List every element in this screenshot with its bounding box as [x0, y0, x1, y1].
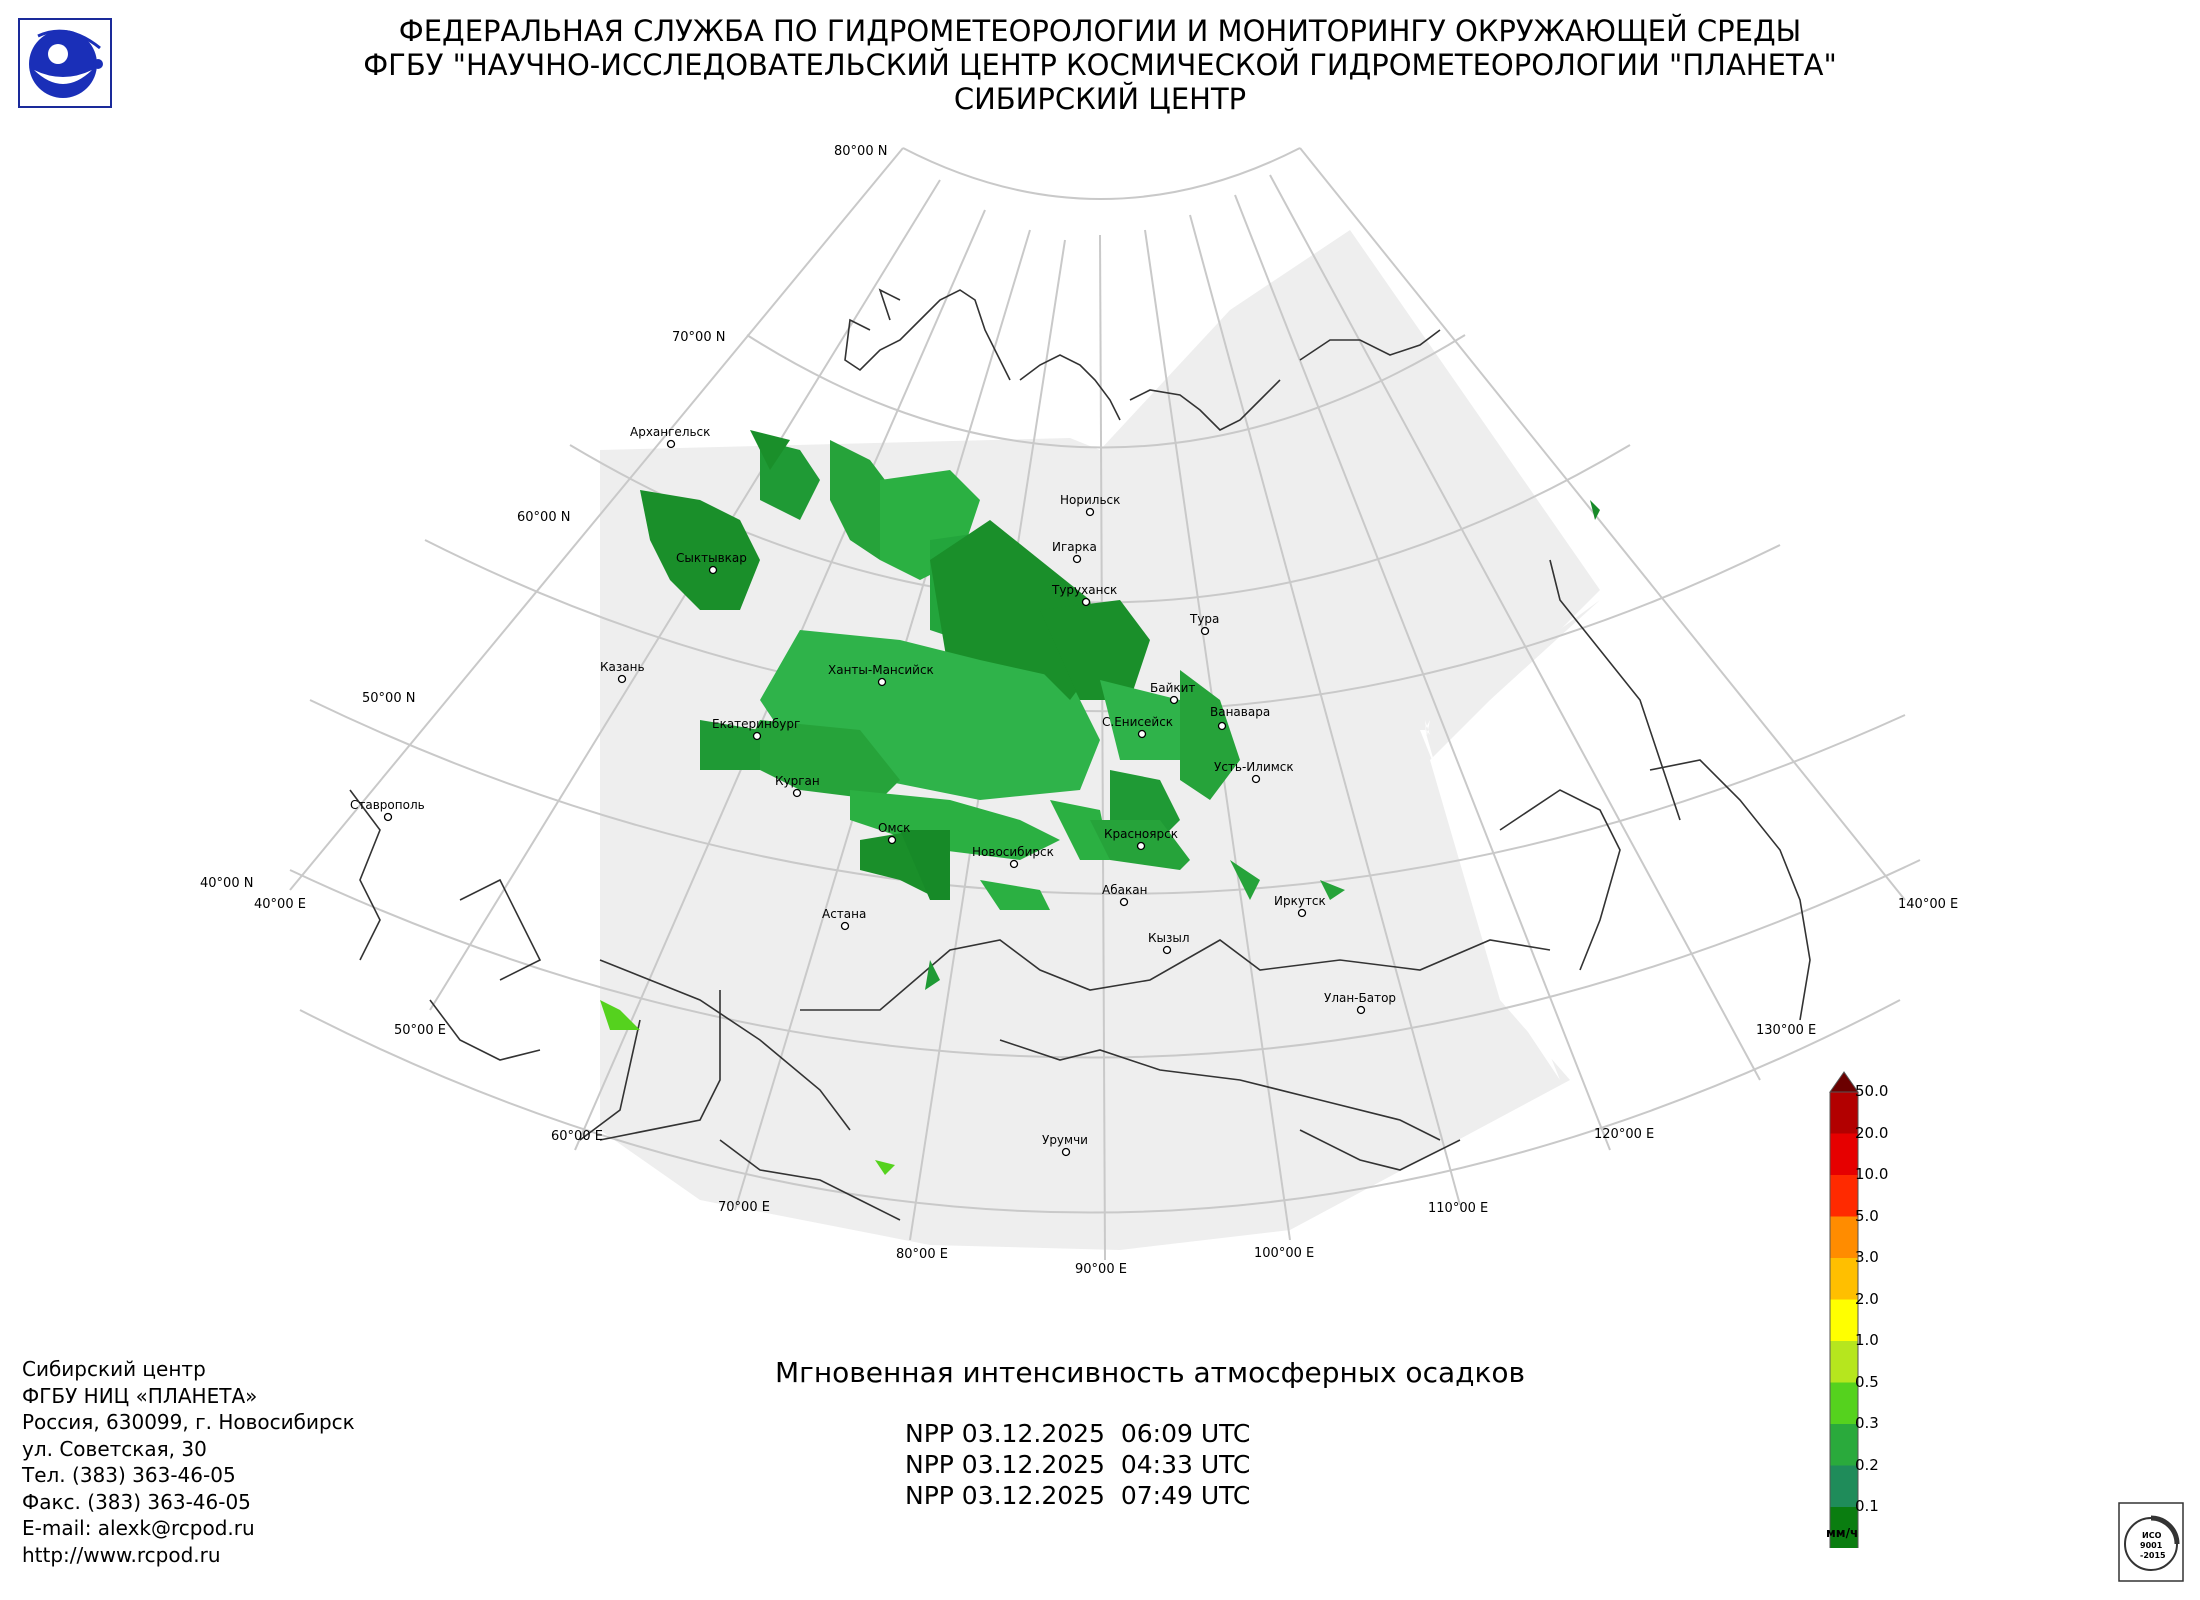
legend-swatch — [1830, 1341, 1858, 1383]
label-lon-100: 100°00 E — [1254, 1246, 1314, 1261]
legend-swatch — [1830, 1507, 1858, 1548]
info-line-8: http://www.rcpod.ru — [22, 1542, 221, 1567]
legend-swatch — [1830, 1424, 1858, 1466]
legend-label: 3.0 — [1855, 1248, 1879, 1266]
legend-swatch — [1830, 1092, 1858, 1134]
legend-swatch — [1830, 1216, 1858, 1258]
city-arkhangelsk: Архангельск — [630, 425, 710, 439]
label-lon-60: 60°00 E — [551, 1129, 603, 1144]
header: ФЕДЕРАЛЬНАЯ СЛУЖБА ПО ГИДРОМЕТЕОРОЛОГИИ … — [0, 14, 2200, 116]
city-krasnoyarsk: Красноярск — [1104, 827, 1178, 841]
iso-line-2: 9001 — [2140, 1541, 2163, 1550]
city-tura: Тура — [1189, 612, 1219, 626]
legend-swatch — [1830, 1465, 1858, 1507]
legend-label: 0.2 — [1855, 1455, 1879, 1474]
city-stavropol: Ставрополь — [350, 798, 425, 812]
info-line-6: Факс. (383) 363-46-05 — [22, 1489, 251, 1514]
city-ust-ilimsk: Усть-Илимск — [1214, 760, 1294, 774]
legend-top-arrow — [1829, 1071, 1859, 1093]
info-line-5: Тел. (383) 363-46-05 — [22, 1463, 236, 1487]
header-line-3: СИБИРСКИЙ ЦЕНТР — [953, 82, 1247, 116]
iso-line-1: ИСО — [2142, 1531, 2162, 1540]
city-turukhansk: Туруханск — [1051, 583, 1117, 597]
legend-label: 10.0 — [1855, 1165, 1889, 1183]
pass-2: NPP 03.12.2025 04:33 UTC — [905, 1450, 1251, 1479]
label-lon-80: 80°00 E — [896, 1247, 948, 1262]
precipitation-areas — [600, 430, 1600, 1175]
city-kazan: Казань — [600, 660, 645, 674]
legend-swatch — [1830, 1258, 1858, 1300]
label-lon-40: 40°00 E — [254, 897, 306, 912]
city-s-yeniseysk: С.Енисейск — [1102, 715, 1173, 729]
label-lon-50: 50°00 E — [394, 1023, 446, 1038]
coastlines — [349, 288, 1811, 1221]
iso-certification-icon: ИСО 9001 -2015 — [2118, 1502, 2184, 1582]
info-line-1: Сибирский центр — [22, 1357, 206, 1381]
city-khanty-mansiysk: Ханты-Мансийск — [828, 663, 934, 677]
city-kyzyl: Кызыл — [1148, 931, 1190, 945]
legend-swatch — [1830, 1133, 1858, 1175]
legend-unit: мм/ч — [1826, 1526, 1859, 1540]
header-line-2: ФГБУ "НАУЧНО-ИССЛЕДОВАТЕЛЬСКИЙ ЦЕНТР КОС… — [363, 48, 1837, 82]
city-kurgan: Курган — [775, 774, 820, 788]
city-vanavara: Ванавара — [1210, 705, 1270, 719]
planeta-logo-icon — [18, 18, 112, 108]
label-lat-70: 70°00 N — [672, 330, 725, 345]
label-lon-70: 70°00 E — [718, 1200, 770, 1215]
color-legend — [1829, 1071, 1859, 1548]
legend-swatch — [1830, 1175, 1858, 1217]
info-line-2: ФГБУ НИЦ «ПЛАНЕТА» — [22, 1383, 258, 1408]
legend-label: 0.1 — [1855, 1497, 1879, 1515]
label-lat-40: 40°00 N — [200, 876, 253, 891]
label-lat-60: 60°00 N — [517, 510, 570, 525]
label-lon-130: 130°00 E — [1756, 1023, 1816, 1038]
iso-line-3: -2015 — [2140, 1551, 2166, 1560]
legend-label: 20.0 — [1855, 1123, 1889, 1142]
label-lon-140: 140°00 E — [1898, 897, 1958, 912]
city-syktyvkar: Сыктывкар — [676, 551, 747, 565]
city-urumqi: Урумчи — [1042, 1133, 1088, 1147]
city-yekaterinburg: Екатеринбург — [712, 717, 800, 731]
legend-swatch — [1830, 1299, 1858, 1341]
legend-label: 50.0 — [1855, 1082, 1889, 1100]
header-line-1: ФЕДЕРАЛЬНАЯ СЛУЖБА ПО ГИДРОМЕТЕОРОЛОГИИ … — [398, 14, 1802, 48]
satellite-passes: NPP 03.12.2025 06:09 UTC NPP 03.12.2025 … — [905, 1418, 1250, 1511]
legend-label: 0.5 — [1855, 1372, 1879, 1391]
city-baykit: Байкит — [1150, 681, 1195, 695]
label-lat-50: 50°00 N — [362, 691, 415, 706]
city-norilsk: Норильск — [1060, 493, 1120, 507]
legend-label: 2.0 — [1855, 1289, 1879, 1308]
legend-label: 5.0 — [1855, 1206, 1879, 1225]
label-lat-80: 80°00 N — [834, 144, 887, 159]
pass-3: NPP 03.12.2025 07:49 UTC — [905, 1481, 1251, 1510]
map-title: Мгновенная интенсивность атмосферных оса… — [774, 1356, 1526, 1389]
info-line-4: ул. Советская, 30 — [22, 1436, 207, 1461]
info-line-3: Россия, 630099, г. Новосибирск — [22, 1410, 355, 1434]
legend-swatch — [1830, 1382, 1858, 1424]
pass-1: NPP 03.12.2025 06:09 UTC — [905, 1419, 1251, 1448]
city-igarka: Игарка — [1052, 540, 1097, 554]
city-irkutsk: Иркутск — [1274, 894, 1326, 908]
legend-label: 1.0 — [1855, 1331, 1879, 1349]
city-abakan: Абакан — [1102, 883, 1147, 897]
cities — [383, 439, 1366, 1157]
contact-info: Сибирский центр ФГБУ НИЦ «ПЛАНЕТА» Росси… — [22, 1356, 355, 1568]
city-omsk: Омск — [878, 821, 910, 835]
city-ulaanbaatar: Улан-Батор — [1324, 991, 1396, 1005]
label-lon-110: 110°00 E — [1428, 1201, 1488, 1216]
label-lon-120: 120°00 E — [1594, 1127, 1654, 1142]
city-novosibirsk: Новосибирск — [972, 845, 1054, 859]
city-astana: Астана — [822, 907, 866, 921]
legend-label: 0.3 — [1855, 1414, 1879, 1432]
label-lon-90: 90°00 E — [1075, 1262, 1127, 1277]
info-line-7: E-mail: alexk@rcpod.ru — [22, 1516, 255, 1540]
